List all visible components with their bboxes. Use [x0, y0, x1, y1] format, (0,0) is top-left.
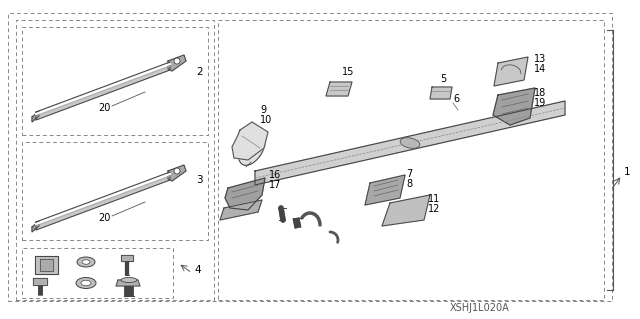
- Ellipse shape: [82, 260, 90, 264]
- Text: XSHJ1L020A: XSHJ1L020A: [450, 303, 510, 313]
- Text: 6: 6: [453, 94, 459, 104]
- Text: 3: 3: [196, 175, 203, 185]
- Text: 17: 17: [269, 180, 282, 190]
- Polygon shape: [382, 195, 430, 226]
- Polygon shape: [35, 256, 58, 274]
- Polygon shape: [365, 175, 405, 205]
- Text: 7: 7: [406, 169, 412, 179]
- Text: 19: 19: [534, 98, 547, 108]
- Text: 9: 9: [260, 105, 266, 115]
- Polygon shape: [430, 87, 452, 99]
- Ellipse shape: [239, 131, 266, 165]
- Polygon shape: [36, 62, 170, 120]
- Text: 15: 15: [342, 67, 355, 77]
- Polygon shape: [33, 278, 47, 285]
- Polygon shape: [220, 200, 262, 220]
- Polygon shape: [168, 165, 186, 181]
- Text: 8: 8: [406, 179, 412, 189]
- Polygon shape: [326, 82, 352, 96]
- Text: 18: 18: [534, 88, 547, 98]
- Text: 10: 10: [260, 115, 272, 125]
- Ellipse shape: [81, 280, 91, 286]
- Polygon shape: [32, 111, 39, 122]
- Circle shape: [174, 168, 180, 174]
- Text: 20: 20: [98, 103, 110, 113]
- Text: 14: 14: [534, 64, 547, 74]
- Polygon shape: [168, 55, 186, 71]
- Text: 4: 4: [194, 265, 200, 275]
- Polygon shape: [255, 101, 565, 185]
- Text: 5: 5: [440, 74, 446, 84]
- Polygon shape: [225, 178, 265, 210]
- Polygon shape: [40, 259, 53, 271]
- Text: 11: 11: [428, 194, 440, 204]
- Ellipse shape: [400, 138, 420, 148]
- Text: 1: 1: [624, 167, 630, 177]
- Polygon shape: [116, 280, 140, 286]
- Text: 2: 2: [196, 67, 203, 77]
- Ellipse shape: [76, 278, 96, 288]
- Text: 16: 16: [269, 170, 281, 180]
- Ellipse shape: [77, 257, 95, 267]
- Ellipse shape: [121, 278, 137, 283]
- Text: 12: 12: [428, 204, 440, 214]
- Polygon shape: [494, 57, 528, 86]
- Polygon shape: [36, 172, 170, 230]
- Polygon shape: [121, 255, 133, 261]
- Polygon shape: [32, 221, 39, 232]
- Text: 20: 20: [98, 213, 110, 223]
- Polygon shape: [232, 122, 268, 160]
- Polygon shape: [493, 88, 535, 125]
- Circle shape: [174, 58, 180, 64]
- Text: 13: 13: [534, 54, 547, 64]
